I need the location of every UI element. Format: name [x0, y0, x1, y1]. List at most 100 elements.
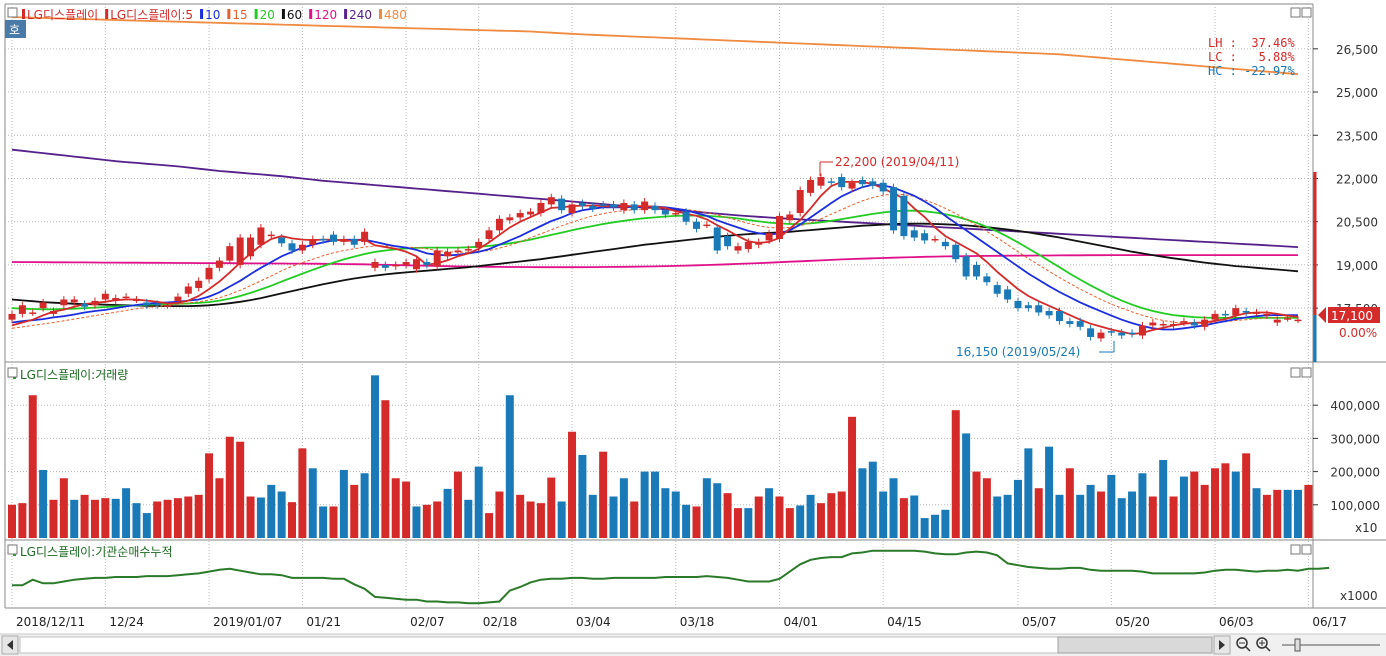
volume-bar	[1096, 491, 1105, 538]
legend-item-2: 10	[205, 8, 220, 22]
volume-bar	[910, 495, 919, 538]
chevron-left-icon	[7, 640, 13, 650]
volume-bar	[319, 506, 328, 538]
legend-swatch-7	[344, 9, 348, 19]
volume-bar	[122, 488, 131, 538]
volume-bar	[1190, 471, 1199, 538]
candle	[1138, 325, 1146, 336]
candle	[215, 260, 223, 268]
candle	[1128, 332, 1136, 335]
ma120-line	[11, 254, 1298, 269]
volume-bar	[640, 471, 649, 538]
price-panel-buttons[interactable]	[7, 7, 1312, 18]
candle	[506, 217, 514, 221]
stat-lc: LC : 5.88%	[1208, 50, 1295, 64]
volume-bar	[785, 508, 794, 538]
candle	[319, 238, 327, 241]
legend-swatch-6	[309, 9, 313, 19]
volume-bar	[101, 498, 110, 538]
candle	[713, 227, 721, 251]
volume-bar	[837, 491, 846, 538]
volume-bar	[547, 477, 556, 538]
candle	[1076, 321, 1084, 327]
volume-bar	[59, 478, 68, 538]
date-axis: 2018/12/11 12/24 2019/01/07 01/21 02/07 02/18…	[16, 615, 1347, 629]
candle	[682, 211, 690, 222]
candle	[1118, 332, 1126, 336]
volume-bar	[505, 395, 514, 538]
volume-bar	[951, 410, 960, 538]
candle	[309, 238, 317, 245]
candle	[558, 198, 566, 211]
volume-bar	[796, 505, 805, 538]
volume-bar	[754, 496, 763, 538]
candle	[796, 190, 804, 214]
candle	[1180, 321, 1188, 323]
scroll-thumb[interactable]	[1057, 636, 1213, 654]
volume-bar	[267, 484, 276, 538]
volume-bar	[246, 496, 255, 538]
volume-tick-2: 200,000	[1330, 466, 1380, 480]
volume-bar	[682, 504, 691, 538]
candle	[475, 241, 483, 248]
volume-bar	[360, 473, 369, 538]
zoom-in-icon[interactable]	[1256, 637, 1271, 652]
volume-bar	[308, 468, 317, 538]
candle	[18, 305, 26, 314]
volume-bar	[298, 448, 307, 538]
volume-bar	[205, 453, 214, 538]
volume-bar	[1045, 446, 1054, 538]
candle	[1221, 313, 1229, 316]
zoom-slider[interactable]	[1282, 638, 1380, 652]
volume-bar	[879, 491, 888, 538]
volume-bar	[619, 478, 628, 538]
volume-bar	[256, 497, 265, 538]
candle	[330, 234, 337, 242]
candle	[1201, 319, 1209, 327]
volume-bar	[184, 496, 193, 538]
candle	[568, 204, 576, 214]
candle	[423, 262, 431, 265]
volume-bar	[381, 400, 390, 538]
corner-badge[interactable]: 호	[9, 23, 20, 37]
candle	[589, 205, 597, 209]
volume-bar	[671, 491, 680, 538]
volume-bar	[173, 498, 182, 538]
candle	[402, 262, 410, 265]
legend-swatch-3	[227, 9, 231, 19]
volume-bar	[982, 478, 991, 538]
volume-bar	[723, 493, 732, 538]
candle	[827, 181, 835, 183]
volume-bar	[1138, 473, 1147, 538]
candle	[921, 233, 929, 241]
volume-bar	[1065, 468, 1074, 538]
flow-panel-buttons[interactable]	[7, 544, 1312, 555]
volume-bar	[1200, 484, 1209, 538]
date-label-2: 2019/01/07	[213, 615, 282, 629]
candle	[599, 204, 607, 206]
volume-tick-0: 400,000	[1330, 399, 1380, 413]
candle	[1149, 322, 1157, 326]
candles	[8, 173, 1302, 342]
candle	[361, 231, 369, 242]
volume-bar	[1273, 489, 1282, 538]
candle	[786, 214, 794, 221]
volume-bar	[433, 501, 442, 538]
candle	[848, 182, 856, 189]
candle	[444, 251, 452, 257]
candle	[195, 280, 203, 288]
ma60-line	[11, 222, 1299, 308]
candle	[1024, 305, 1032, 309]
corner-badge-bg[interactable]	[5, 20, 26, 38]
legend-item-6: 120	[314, 8, 337, 22]
scrollbar[interactable]	[0, 633, 1386, 656]
legend-swatch-0	[22, 9, 25, 19]
high-label: 22,200 (2019/04/11)	[835, 155, 959, 169]
scroll-track[interactable]	[19, 636, 1059, 654]
volume-panel-buttons[interactable]	[7, 367, 1312, 378]
volume-bar	[806, 494, 815, 538]
volume-bar	[236, 441, 245, 538]
zoom-out-icon[interactable]	[1236, 637, 1251, 652]
volume-bar	[80, 494, 89, 538]
volume-bar	[848, 416, 857, 538]
